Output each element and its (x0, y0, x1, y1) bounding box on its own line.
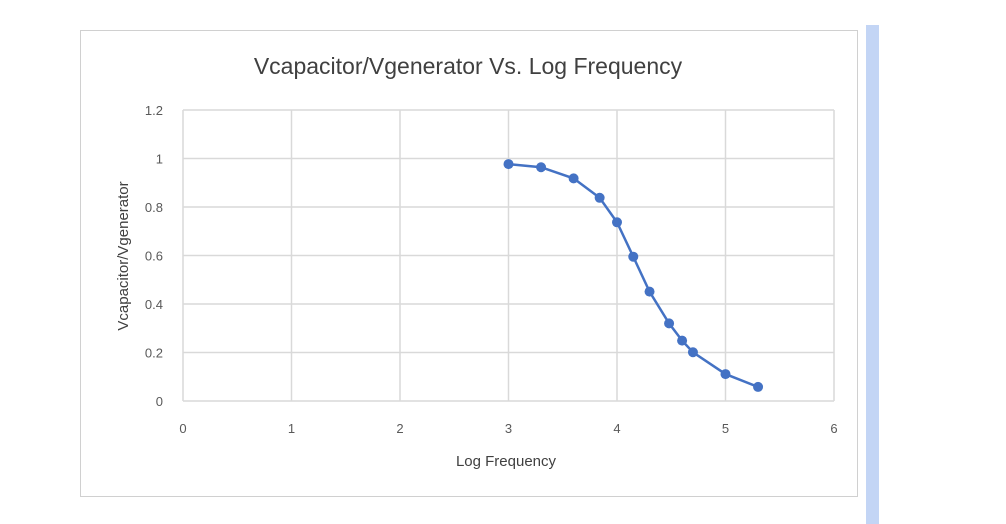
data-point (594, 192, 605, 203)
data-point (503, 159, 514, 170)
x-tick-label: 3 (505, 421, 512, 436)
y-tick-label: 1 (156, 152, 163, 167)
x-tick-label: 4 (613, 421, 620, 436)
x-tick-label: 5 (722, 421, 729, 436)
data-point (720, 369, 731, 380)
scrollbar-strip (866, 25, 879, 524)
x-tick-label: 2 (396, 421, 403, 436)
y-tick-label: 0.8 (145, 200, 163, 215)
data-point (536, 162, 547, 173)
y-tick-label: 1.2 (145, 103, 163, 118)
data-point (568, 173, 579, 184)
x-tick-label: 6 (830, 421, 837, 436)
data-point (687, 347, 698, 358)
data-point (644, 286, 655, 297)
y-axis-label: Vcapacitor/Vgenerator (115, 181, 132, 330)
x-tick-label: 1 (288, 421, 295, 436)
data-point (677, 335, 688, 346)
y-tick-label: 0.6 (145, 249, 163, 264)
series-line (508, 162, 759, 389)
data-point (628, 251, 639, 262)
data-point (612, 217, 622, 228)
x-tick-label: 0 (179, 421, 186, 436)
y-tick-label: 0.4 (145, 297, 163, 312)
y-tick-label: 0.2 (145, 346, 163, 361)
chart-title: Vcapacitor/Vgenerator Vs. Log Frequency (254, 53, 683, 79)
chart-frame (80, 30, 858, 497)
data-point (664, 318, 675, 329)
y-tick-label: 0 (156, 394, 163, 409)
x-axis-label: Log Frequency (456, 453, 557, 470)
data-point (753, 381, 764, 392)
